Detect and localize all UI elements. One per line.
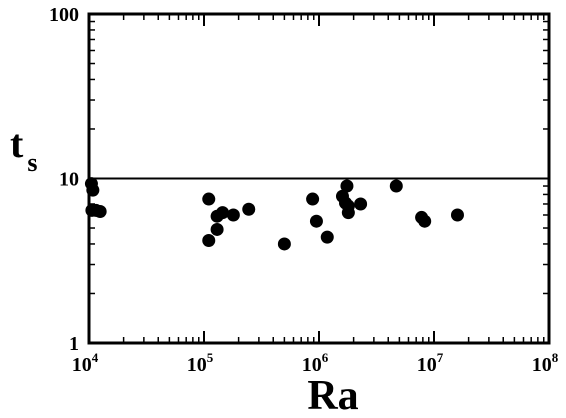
- data-points: [84, 177, 464, 251]
- data-point: [216, 206, 230, 220]
- x-tick-label: 105: [187, 350, 214, 376]
- data-point: [309, 214, 323, 228]
- data-point: [354, 197, 368, 211]
- data-point: [306, 192, 320, 206]
- data-point: [341, 206, 355, 220]
- x-tick-labels: 104 105 106 107 108: [72, 350, 559, 376]
- data-point: [242, 202, 256, 216]
- y-tick-label: 100: [49, 4, 79, 26]
- data-point: [418, 214, 432, 228]
- y-tick-labels: 1 10 100: [49, 4, 79, 355]
- data-point: [210, 222, 224, 236]
- data-point: [320, 230, 334, 244]
- data-point: [202, 192, 216, 206]
- x-axis-title: Ra: [307, 373, 358, 418]
- data-point: [389, 179, 403, 193]
- x-tick-label: 104: [72, 350, 99, 376]
- y-axis-title-subscript: s: [27, 148, 37, 177]
- x-tick-label: 107: [417, 350, 444, 376]
- y-axis-title-base: t: [10, 121, 24, 166]
- data-point: [340, 179, 354, 193]
- data-point: [226, 208, 240, 222]
- x-tick-label: 106: [302, 350, 329, 376]
- y-tick-label: 10: [59, 169, 79, 191]
- data-point: [202, 233, 216, 247]
- data-point: [93, 205, 107, 219]
- y-tick-label: 1: [69, 333, 79, 355]
- data-point: [277, 237, 291, 251]
- data-point: [450, 208, 464, 222]
- x-tick-label: 108: [532, 350, 559, 376]
- plot-frame: [87, 12, 551, 345]
